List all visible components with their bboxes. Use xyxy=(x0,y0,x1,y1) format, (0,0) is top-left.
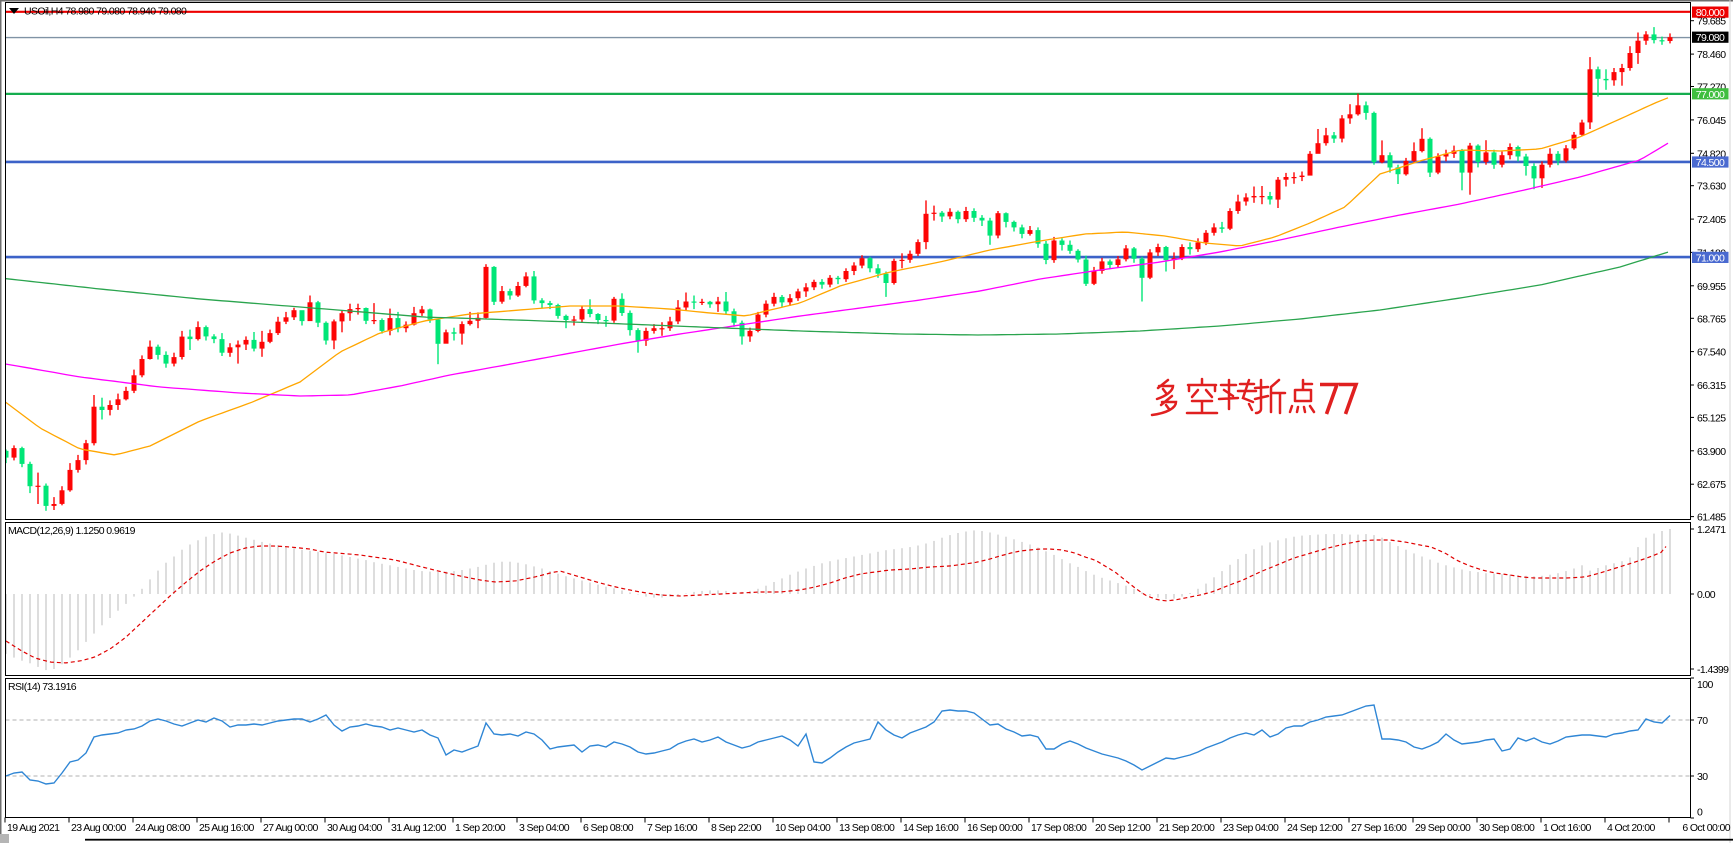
svg-text:21 Sep 20:00: 21 Sep 20:00 xyxy=(1159,822,1215,834)
svg-text:1.2471: 1.2471 xyxy=(1697,524,1726,536)
svg-text:25 Aug 16:00: 25 Aug 16:00 xyxy=(199,822,254,834)
svg-text:27 Sep 16:00: 27 Sep 16:00 xyxy=(1351,822,1407,834)
svg-text:65.125: 65.125 xyxy=(1697,412,1726,424)
svg-text:23 Sep 04:00: 23 Sep 04:00 xyxy=(1223,822,1279,834)
svg-text:69.955: 69.955 xyxy=(1697,281,1726,293)
svg-text:27 Aug 00:00: 27 Aug 00:00 xyxy=(263,822,318,834)
svg-text:63.900: 63.900 xyxy=(1697,446,1726,458)
svg-text:0: 0 xyxy=(1697,807,1703,819)
svg-text:1 Oct 16:00: 1 Oct 16:00 xyxy=(1543,822,1591,834)
svg-text:20 Sep 12:00: 20 Sep 12:00 xyxy=(1095,822,1151,834)
svg-text:19 Aug 2021: 19 Aug 2021 xyxy=(7,822,60,834)
svg-text:14 Sep 16:00: 14 Sep 16:00 xyxy=(903,822,959,834)
svg-text:10 Sep 04:00: 10 Sep 04:00 xyxy=(775,822,831,834)
svg-text:23 Aug 00:00: 23 Aug 00:00 xyxy=(71,822,126,834)
svg-text:100: 100 xyxy=(1697,679,1713,691)
svg-text:70: 70 xyxy=(1697,715,1708,727)
svg-text:62.675: 62.675 xyxy=(1697,479,1726,491)
svg-text:66.315: 66.315 xyxy=(1697,380,1726,392)
svg-text:29 Sep 00:00: 29 Sep 00:00 xyxy=(1415,822,1471,834)
svg-text:7 Sep 16:00: 7 Sep 16:00 xyxy=(647,822,698,834)
svg-text:79.080: 79.080 xyxy=(1696,32,1725,44)
svg-text:68.765: 68.765 xyxy=(1697,313,1726,325)
svg-text:24 Sep 12:00: 24 Sep 12:00 xyxy=(1287,822,1343,834)
svg-text:USOil,H4 78.980 79.080 78.940: USOil,H4 78.980 79.080 78.940 79.080 xyxy=(24,6,187,18)
svg-text:80.000: 80.000 xyxy=(1696,7,1725,19)
svg-text:30 Sep 08:00: 30 Sep 08:00 xyxy=(1479,822,1535,834)
svg-text:72.405: 72.405 xyxy=(1697,214,1726,226)
svg-text:MACD(12,26,9) 1.1250 0.9619: MACD(12,26,9) 1.1250 0.9619 xyxy=(8,525,136,537)
svg-text:71.000: 71.000 xyxy=(1696,252,1725,264)
svg-text:30 Aug 04:00: 30 Aug 04:00 xyxy=(327,822,382,834)
svg-text:24 Aug 08:00: 24 Aug 08:00 xyxy=(135,822,190,834)
svg-text:0.00: 0.00 xyxy=(1697,589,1716,601)
svg-text:77.000: 77.000 xyxy=(1696,89,1725,101)
svg-text:RSI(14) 73.1916: RSI(14) 73.1916 xyxy=(8,681,77,693)
svg-text:-1.4399: -1.4399 xyxy=(1697,664,1729,676)
svg-text:6 Sep 08:00: 6 Sep 08:00 xyxy=(583,822,634,834)
svg-text:61.485: 61.485 xyxy=(1697,512,1726,524)
svg-text:6 Oct 00:00: 6 Oct 00:00 xyxy=(1682,822,1730,834)
svg-text:4 Oct 20:00: 4 Oct 20:00 xyxy=(1607,822,1655,834)
svg-text:74.500: 74.500 xyxy=(1696,157,1725,169)
svg-text:78.460: 78.460 xyxy=(1697,49,1726,61)
svg-text:73.630: 73.630 xyxy=(1697,181,1726,193)
svg-text:30: 30 xyxy=(1697,771,1708,783)
svg-text:1 Sep 20:00: 1 Sep 20:00 xyxy=(455,822,506,834)
svg-text:16 Sep 00:00: 16 Sep 00:00 xyxy=(967,822,1023,834)
svg-text:79.685: 79.685 xyxy=(1697,16,1726,28)
svg-text:76.045: 76.045 xyxy=(1697,115,1726,127)
svg-text:67.540: 67.540 xyxy=(1697,347,1726,359)
svg-text:17 Sep 08:00: 17 Sep 08:00 xyxy=(1031,822,1087,834)
svg-text:13 Sep 08:00: 13 Sep 08:00 xyxy=(839,822,895,834)
svg-text:8 Sep 22:00: 8 Sep 22:00 xyxy=(711,822,762,834)
svg-text:31 Aug 12:00: 31 Aug 12:00 xyxy=(391,822,446,834)
svg-text:3 Sep 04:00: 3 Sep 04:00 xyxy=(519,822,570,834)
